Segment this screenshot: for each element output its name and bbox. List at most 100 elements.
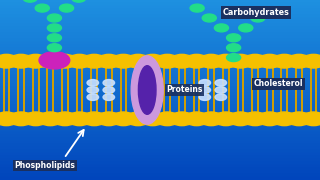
Bar [0,138,320,141]
Bar [0,48,320,51]
Circle shape [68,112,92,126]
Circle shape [214,112,238,126]
Circle shape [53,112,77,126]
Circle shape [87,87,99,93]
Bar [0,177,320,180]
Bar [0,99,320,102]
Bar [0,72,320,75]
Circle shape [103,80,115,86]
Bar [0,33,320,36]
Ellipse shape [131,56,163,124]
Circle shape [87,94,99,100]
Bar [0,150,320,153]
Circle shape [301,112,320,126]
Circle shape [199,112,223,126]
Bar [0,153,320,156]
Circle shape [199,54,223,68]
Bar [0,126,320,129]
Bar [0,90,320,93]
Bar [0,87,320,90]
Circle shape [239,24,253,32]
Circle shape [53,54,77,68]
Circle shape [199,94,211,100]
Circle shape [68,54,92,68]
Bar [0,129,320,132]
Circle shape [215,87,227,93]
Bar [0,117,320,120]
Text: Carbohydrates: Carbohydrates [223,8,289,17]
Ellipse shape [139,66,156,114]
Circle shape [82,112,106,126]
Circle shape [184,54,209,68]
Bar [0,24,320,27]
Circle shape [47,34,61,42]
Bar [0,156,320,159]
Bar [0,42,320,45]
Circle shape [215,94,227,100]
Circle shape [140,112,165,126]
Bar [0,63,320,66]
Bar [0,27,320,30]
Bar [0,45,320,48]
Circle shape [9,54,33,68]
Circle shape [103,94,115,100]
Bar [0,147,320,150]
Bar [0,165,320,168]
Circle shape [0,54,19,68]
Bar [0,168,320,171]
Circle shape [0,112,19,126]
Text: Phospholipids: Phospholipids [14,161,75,170]
Circle shape [272,54,297,68]
Circle shape [47,14,61,22]
Bar [0,174,320,177]
Bar [0,30,320,33]
Bar [0,39,320,42]
Circle shape [227,34,241,42]
Circle shape [301,54,320,68]
Circle shape [111,54,136,68]
Circle shape [126,112,150,126]
Circle shape [227,44,241,52]
Circle shape [155,54,180,68]
Bar [0,15,320,18]
Circle shape [199,87,211,93]
Text: Cholesterol: Cholesterol [254,79,303,88]
Bar [0,159,320,162]
Circle shape [23,112,48,126]
Circle shape [47,24,61,32]
Circle shape [214,54,238,68]
Bar [0,102,320,105]
Bar [0,66,320,69]
Circle shape [87,80,99,86]
Bar [0,60,320,63]
Circle shape [103,87,115,93]
Bar [0,114,320,117]
Circle shape [97,54,121,68]
Bar [0,18,320,21]
Circle shape [202,14,216,22]
Circle shape [272,112,297,126]
Circle shape [170,112,194,126]
Bar [0,75,320,78]
Circle shape [287,112,311,126]
Bar [0,171,320,174]
Circle shape [35,4,49,12]
Bar [0,144,320,147]
Bar [0,9,320,12]
Bar [0,54,320,57]
Circle shape [184,112,209,126]
Circle shape [111,112,136,126]
Bar [0,0,320,3]
Bar [0,96,320,99]
Circle shape [38,112,62,126]
Circle shape [228,112,252,126]
Bar [0,93,320,96]
Bar [0,105,320,108]
Circle shape [47,44,61,52]
Bar [0,162,320,165]
Bar [0,51,320,54]
Circle shape [126,54,150,68]
Circle shape [23,54,48,68]
Circle shape [97,112,121,126]
Bar [0,84,320,87]
